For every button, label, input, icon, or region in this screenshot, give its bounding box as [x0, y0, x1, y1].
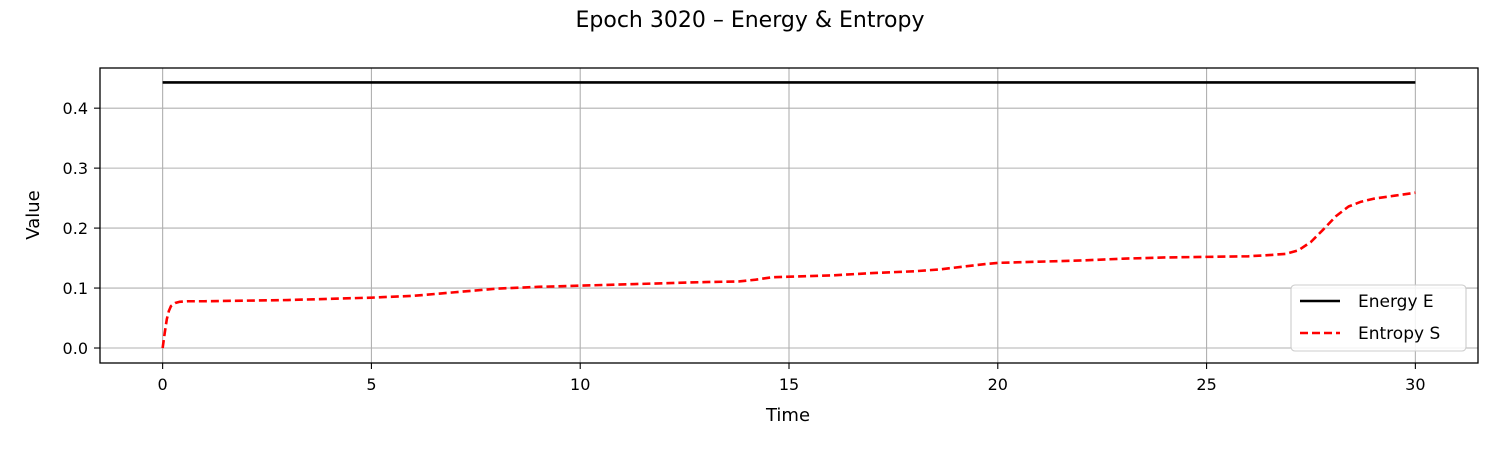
legend-label-2: Entropy S [1358, 324, 1440, 344]
x-axis-label: Time [765, 405, 810, 426]
axis-ticks: 0 5 10 15 20 25 30 0.0 0.1 0.2 0.3 0.4 [63, 99, 1426, 394]
legend: Energy E Entropy S [1290, 284, 1467, 352]
legend-label-1: Energy E [1358, 292, 1434, 312]
x-tick-label: 0 [158, 375, 168, 394]
series-line-2 [161, 191, 1416, 349]
grid-lines [100, 68, 1478, 363]
y-axis-label: Value [23, 190, 44, 239]
x-tick-label: 20 [988, 375, 1008, 394]
chart-title: Epoch 3020 – Energy & Entropy [576, 8, 925, 33]
y-tick-label: 0.2 [63, 219, 88, 238]
y-tick-label: 0.3 [63, 159, 88, 178]
x-tick-label: 10 [570, 375, 590, 394]
x-tick-label: 25 [1196, 375, 1216, 394]
x-tick-label: 5 [366, 375, 376, 394]
y-tick-label: 0.0 [63, 339, 88, 358]
y-tick-label: 0.4 [63, 99, 88, 118]
x-tick-label: 15 [779, 375, 799, 394]
x-tick-label: 30 [1405, 375, 1425, 394]
plot-series [161, 81, 1416, 349]
y-tick-label: 0.1 [63, 279, 88, 298]
